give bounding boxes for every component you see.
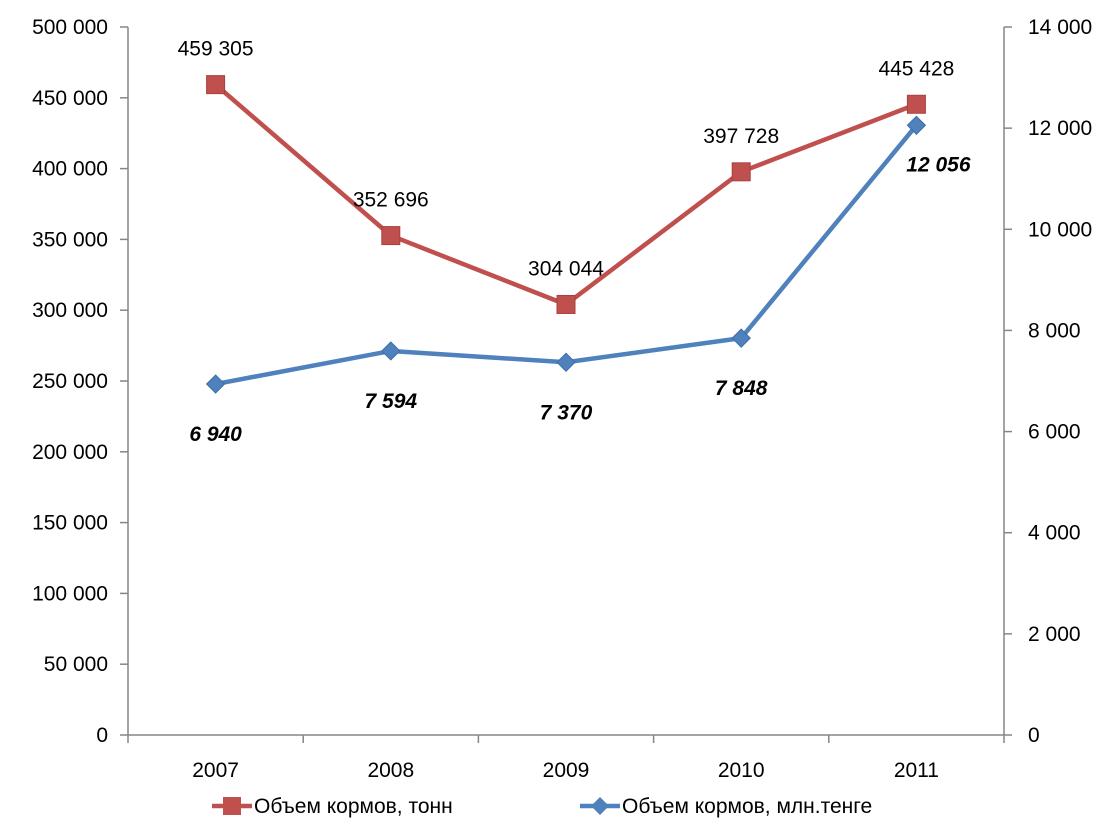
y-left-tick-label: 150 000 — [32, 512, 108, 535]
x-tick-label: 2009 — [543, 759, 590, 782]
data-point-diamond — [381, 341, 401, 361]
data-point-diamond — [731, 328, 751, 348]
y-left-tick-label: 0 — [96, 724, 108, 747]
data-label: 304 044 — [528, 257, 604, 280]
data-point-diamond — [906, 115, 927, 136]
y-left-tick-label: 400 000 — [32, 158, 108, 181]
data-point-square — [381, 226, 401, 246]
data-label: 7 848 — [715, 377, 768, 400]
data-label: 7 594 — [365, 390, 418, 413]
y-right-tick-label: 8 000 — [1028, 319, 1081, 342]
y-left-tick-label: 350 000 — [32, 228, 108, 251]
data-label: 7 370 — [540, 401, 593, 424]
legend: Объем кормов, тонн Объем кормов, млн.тенг… — [212, 795, 872, 818]
series-layer — [205, 75, 927, 394]
legend-label: Объем кормов, тонн — [254, 795, 453, 818]
y-left-tick-label: 200 000 — [32, 441, 108, 464]
series-line-1 — [215, 123, 919, 387]
y-right-tick-label: 4 000 — [1028, 522, 1081, 545]
data-label: 6 940 — [189, 423, 242, 446]
data-point-diamond — [205, 374, 226, 394]
data-label: 459 305 — [178, 38, 254, 61]
y-left-tick-label: 100 000 — [32, 582, 108, 605]
y-left-tick-label: 250 000 — [32, 370, 108, 393]
y-left-tick-label: 500 000 — [32, 16, 108, 39]
axes: 0 50 000 100 000 150 000 200 000 250 000 300 0… — [32, 16, 1092, 782]
y-right-tick-label: 10 000 — [1028, 218, 1092, 241]
data-labels: 459 305 352 696 304 044 397 728 445 428 6 940… — [178, 38, 971, 446]
y-right-tick-label: 12 000 — [1028, 117, 1092, 140]
y-right-tick-label: 6 000 — [1028, 421, 1081, 444]
y-left-tick-label: 450 000 — [32, 87, 108, 110]
legend-label: Объем кормов, млн.тенге — [622, 795, 872, 818]
y-left-tick-label: 50 000 — [44, 653, 108, 676]
data-label: 445 428 — [878, 57, 954, 80]
legend-marker-diamond — [591, 797, 609, 815]
data-point-square — [206, 75, 226, 95]
data-label: 12 056 — [906, 153, 971, 176]
data-point-square — [906, 94, 926, 114]
data-label: 352 696 — [353, 189, 429, 212]
data-label: 397 728 — [703, 125, 779, 148]
x-tick-label: 2010 — [718, 759, 765, 782]
y-left-tick-label: 300 000 — [32, 299, 108, 322]
data-point-square — [556, 294, 576, 314]
data-point-square — [731, 162, 751, 182]
legend-marker-square — [223, 797, 241, 815]
data-point-diamond — [556, 352, 576, 372]
y-right-tick-label: 0 — [1028, 724, 1040, 747]
x-tick-label: 2007 — [192, 759, 239, 782]
y-right-tick-label: 2 000 — [1028, 623, 1081, 646]
y-right-tick-label: 14 000 — [1028, 16, 1092, 39]
x-tick-label: 2008 — [367, 759, 414, 782]
x-tick-label: 2011 — [894, 759, 939, 782]
